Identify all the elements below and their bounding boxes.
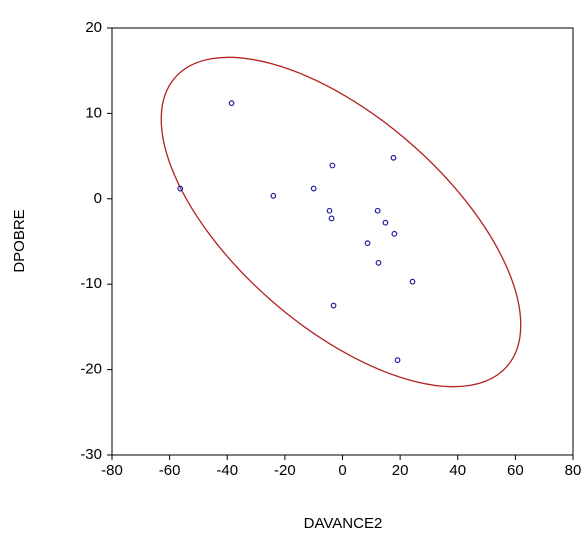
x-tick-label: 0 — [338, 462, 346, 479]
point — [409, 278, 416, 285]
y-tick-label: 0 — [94, 190, 102, 207]
y-tick-label: 20 — [85, 19, 102, 36]
x-tick-label: -80 — [101, 462, 123, 479]
point — [394, 357, 401, 364]
y-tick-label: -10 — [80, 275, 102, 292]
x-tick-label: -40 — [216, 462, 238, 479]
x-tick-label: 20 — [392, 462, 409, 479]
point — [330, 302, 337, 309]
point — [374, 207, 381, 214]
x-tick-label: 40 — [449, 462, 466, 479]
point — [364, 240, 371, 247]
point — [270, 192, 277, 199]
y-tick-label: -30 — [80, 446, 102, 463]
confidence-ellipse — [160, 56, 522, 388]
point — [177, 185, 184, 192]
point — [382, 219, 389, 226]
point — [391, 230, 398, 237]
y-tick-label: -20 — [80, 361, 102, 378]
point — [310, 185, 317, 192]
point — [390, 154, 397, 161]
point — [328, 215, 335, 222]
y-tick-label: 10 — [85, 104, 102, 121]
point — [228, 100, 235, 107]
plot-frame — [111, 27, 574, 456]
x-tick-label: -20 — [274, 462, 296, 479]
point — [375, 259, 382, 266]
x-axis-label: DAVANCE2 — [304, 515, 383, 532]
x-tick-label: 60 — [507, 462, 524, 479]
y-axis-label: DPOBRE — [11, 209, 28, 272]
point — [326, 207, 333, 214]
x-tick-label: -60 — [159, 462, 181, 479]
x-tick-label: 80 — [565, 462, 582, 479]
point — [329, 162, 336, 169]
